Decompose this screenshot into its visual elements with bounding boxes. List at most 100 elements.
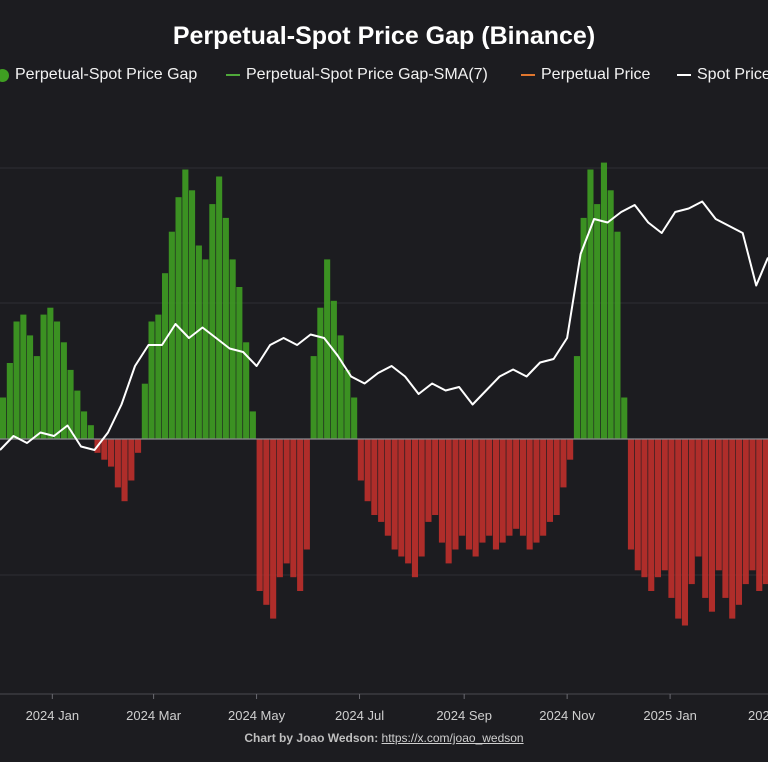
gap-bar [108, 439, 115, 467]
gap-bar [445, 439, 452, 564]
gap-bar [405, 439, 412, 564]
gap-bar [729, 439, 736, 619]
gap-bar [27, 335, 34, 439]
gap-bar [702, 439, 709, 598]
gap-bar [519, 439, 526, 536]
gap-bar [175, 197, 182, 439]
gap-bar [54, 321, 61, 439]
gap-bar [81, 411, 88, 439]
gap-bar [675, 439, 682, 619]
gap-bar [688, 439, 695, 585]
gap-bar [371, 439, 378, 515]
gap-bar [587, 169, 594, 439]
gap-bar [634, 439, 641, 571]
gap-bar [513, 439, 520, 529]
x-tick-label: 2024 Jul [335, 708, 384, 723]
gap-bar [627, 439, 634, 550]
gap-bar [195, 245, 202, 439]
legend-item-perpetual[interactable]: Perpetual Price [521, 64, 650, 86]
gap-bar [263, 439, 270, 605]
x-tick-label: 2024 Sep [436, 708, 492, 723]
legend-label-gap: Perpetual-Spot Price Gap [15, 66, 198, 83]
gap-bar [317, 307, 324, 439]
gap-bar [573, 356, 580, 439]
gap-bar [162, 273, 169, 439]
gap-bar [600, 162, 607, 439]
gap-bar [418, 439, 425, 557]
gap-bar [344, 369, 351, 439]
gap-bar [438, 439, 445, 543]
legend-item-sma[interactable]: Perpetual-Spot Price Gap-SMA(7) [226, 64, 488, 86]
gap-bar [270, 439, 277, 619]
footer-link[interactable]: https://x.com/joao_wedson [381, 731, 524, 745]
x-tick-label: 2025 Jan [643, 708, 697, 723]
gap-bar [553, 439, 560, 515]
gap-bar [668, 439, 675, 598]
footer-credit: Chart by Joao Wedson: [244, 731, 379, 745]
gap-bar [708, 439, 715, 612]
gap-bar [87, 425, 94, 439]
gap-bar [141, 383, 148, 439]
gap-bar [290, 439, 297, 578]
spot-price-line [0, 200, 768, 451]
footer: Chart by Joao Wedson: https://x.com/joao… [0, 731, 768, 745]
gap-bar [648, 439, 655, 591]
gap-bar [654, 439, 661, 578]
gap-bar [324, 259, 331, 439]
gap-bar [661, 439, 668, 571]
legend-label-perpetual: Perpetual Price [541, 66, 651, 83]
gap-bar [391, 439, 398, 550]
gap-bar [0, 397, 7, 439]
gap-bar [681, 439, 688, 626]
x-axis: 2024 Jan 2024 Mar 2024 May 2024 Jul 2024 Sep… [0, 693, 768, 723]
legend-swatch-spot [677, 74, 691, 76]
gap-bar [128, 439, 135, 481]
gap-bar [722, 439, 729, 598]
gap-bar [398, 439, 405, 557]
legend-swatch-gap [0, 68, 9, 82]
gap-bar [384, 439, 391, 536]
gap-bar [256, 439, 263, 591]
x-tick-label: 2024 Mar [126, 708, 182, 723]
gap-bar [452, 439, 459, 550]
gap-bar [432, 439, 439, 515]
gap-bar [74, 390, 81, 439]
gap-bar [351, 397, 358, 439]
gap-bar [486, 439, 493, 536]
gap-bar [695, 439, 702, 557]
gap-bar [155, 314, 162, 439]
legend-label-sma: Perpetual-Spot Price Gap-SMA(7) [246, 66, 488, 83]
legend-item-gap[interactable]: Perpetual-Spot Price Gap [0, 64, 197, 86]
legend-item-spot[interactable]: Spot Price [677, 64, 768, 86]
x-tick-label: 2025 M [748, 708, 768, 723]
gap-bar [330, 300, 337, 439]
gap-bar [472, 439, 479, 557]
x-tick-label: 2024 Nov [539, 708, 595, 723]
gap-bar [357, 439, 364, 481]
gap-bar [60, 342, 67, 439]
gap-bar [567, 439, 574, 460]
gap-bar [40, 314, 47, 439]
gap-bar [297, 439, 304, 591]
gap-bar [283, 439, 290, 564]
legend-swatch-sma [226, 74, 240, 76]
gap-bar [607, 190, 614, 439]
gap-bar [337, 335, 344, 439]
legend-swatch-perpetual [521, 74, 535, 76]
gap-bar [614, 231, 621, 439]
gap-bar [47, 307, 54, 439]
gap-bar [148, 321, 155, 439]
gap-bar [216, 176, 223, 439]
gap-bar [303, 439, 310, 550]
gap-bar [182, 169, 189, 439]
gap-bar [209, 204, 216, 439]
gap-bars [0, 162, 768, 626]
gap-bar [641, 439, 648, 578]
gap-bar [459, 439, 466, 536]
gap-bar [364, 439, 371, 502]
gap-bar [756, 439, 763, 591]
gap-bar [580, 217, 587, 439]
x-tick-label: 2024 May [228, 708, 286, 723]
